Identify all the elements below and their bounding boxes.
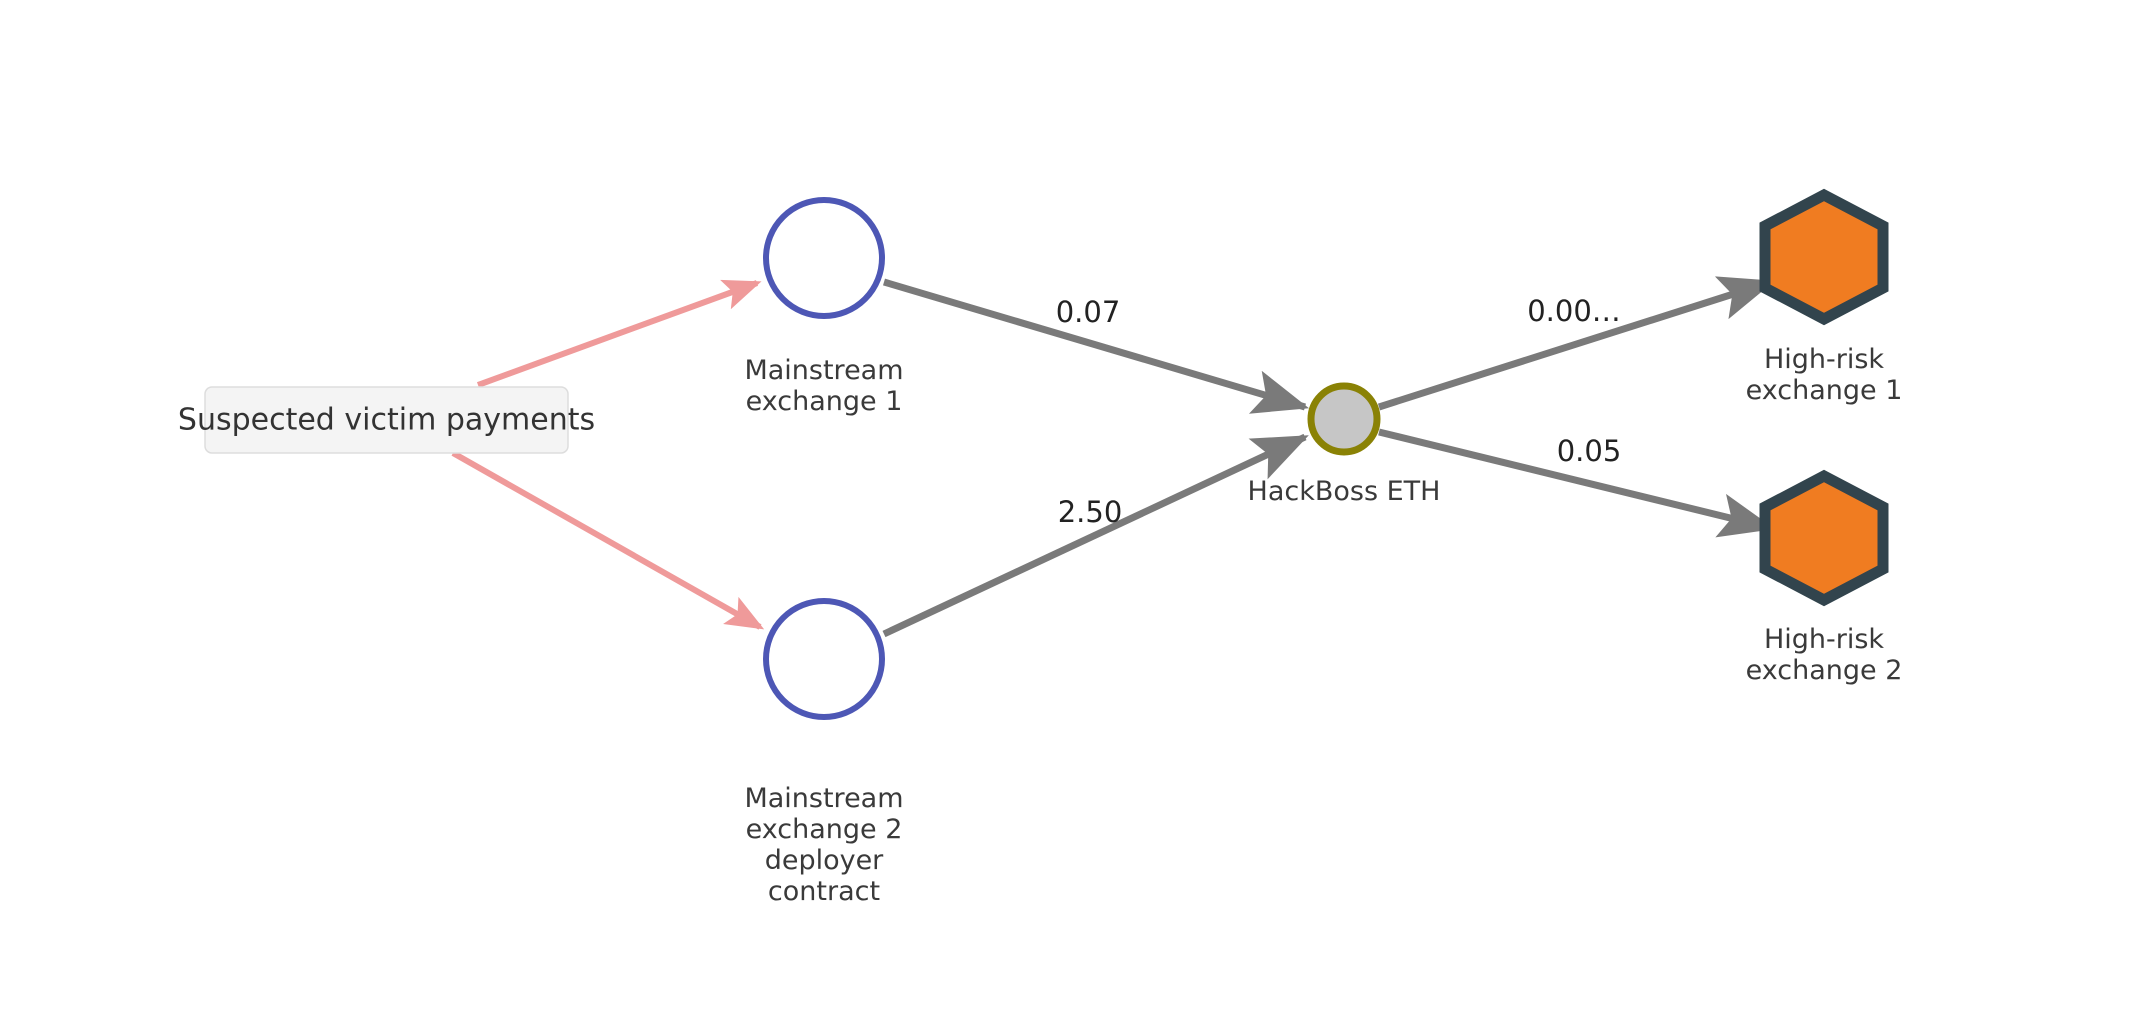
graph-edge-edge-hackboss-to-highrisk1[interactable] [1377, 276, 1776, 411]
edge-weight-edge-hackboss-to-highrisk2: 0.05 [1557, 434, 1622, 468]
node-label-line: High-risk [1764, 344, 1884, 375]
graph-node-mainstream-exchange-1[interactable] [763, 197, 885, 319]
edge-weight-edge-mainstream1-to-hackboss: 0.07 [1056, 295, 1121, 329]
edges-layer [882, 276, 1776, 638]
node-label-line: exchange 1 [1746, 375, 1903, 406]
node-label-line: High-risk [1764, 624, 1884, 655]
node-label-line: exchange 1 [746, 386, 903, 417]
node-label-line: exchange 2 [746, 814, 903, 845]
node-label-mainstream-exchange-1: Mainstream exchange 1 [744, 355, 903, 417]
annotation-layer: Suspected victim payments [178, 279, 765, 630]
node-label-line: exchange 2 [1746, 655, 1903, 686]
annotation-box-label: Suspected victim payments [178, 403, 595, 438]
graph-edge-edge-mainstream2-to-hackboss[interactable] [882, 433, 1309, 638]
edge-weight-edge-mainstream2-to-hackboss: 2.50 [1058, 495, 1123, 529]
graph-edge-edge-mainstream1-to-hackboss[interactable] [883, 278, 1310, 414]
arrow-to-mainstream-exchange-1 [476, 279, 762, 388]
graph-node-hackboss-eth[interactable] [1307, 382, 1381, 456]
node-label-line: deployer [765, 845, 884, 876]
edge-labels-layer: 0.07 2.50 0.00… 0.05 [1056, 294, 1622, 529]
graph-node-high-risk-exchange-1[interactable] [1759, 188, 1889, 326]
edge-weight-edge-hackboss-to-highrisk1: 0.00… [1527, 294, 1621, 328]
node-label-hackboss-eth: HackBoss ETH [1248, 476, 1441, 507]
node-label-high-risk-exchange-1: High-risk exchange 1 [1746, 344, 1903, 406]
node-label-line: contract [768, 876, 880, 907]
graph-edge-edge-hackboss-to-highrisk2[interactable] [1378, 428, 1776, 538]
arrow-to-mainstream-exchange-2 [451, 450, 765, 630]
graph-node-high-risk-exchange-2[interactable] [1759, 469, 1889, 607]
node-label-high-risk-exchange-2: High-risk exchange 2 [1746, 624, 1903, 686]
nodes-layer [763, 188, 1889, 720]
graph-node-mainstream-exchange-2-deployer-contract[interactable] [763, 598, 885, 720]
node-label-line: Mainstream [744, 783, 903, 814]
node-label-mainstream-exchange-2-deployer-contract: Mainstream exchange 2 deployer contract [744, 783, 903, 907]
node-label-line: Mainstream [744, 355, 903, 386]
annotation-box[interactable] [204, 386, 569, 454]
node-label-line: HackBoss ETH [1248, 476, 1441, 507]
